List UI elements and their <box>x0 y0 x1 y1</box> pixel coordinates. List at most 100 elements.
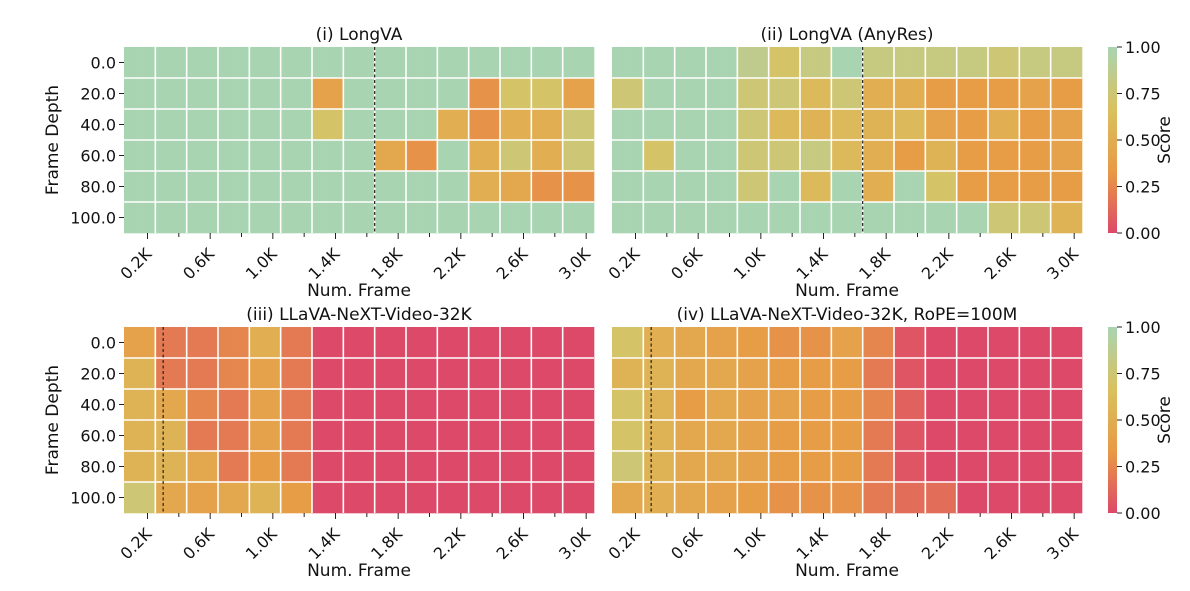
heatmap-cell <box>956 327 973 359</box>
colorbar-label: Score <box>1155 116 1175 164</box>
heatmap-cell <box>312 171 328 203</box>
heatmap-cell <box>1035 327 1051 359</box>
heatmap-cell <box>265 171 281 203</box>
heatmap-cell <box>847 78 863 110</box>
heatmap-cell <box>406 327 422 359</box>
heatmap-cell <box>1019 358 1036 390</box>
heatmap-cell <box>1050 482 1067 514</box>
heatmap-cell <box>171 78 187 110</box>
heatmap-cell <box>925 202 942 234</box>
heatmap-cell <box>1050 420 1067 452</box>
heatmap-cell <box>484 358 501 390</box>
heatmap-cell <box>437 451 454 483</box>
heatmap-cell <box>186 109 203 141</box>
heatmap-cell <box>562 140 579 172</box>
heatmap-cell <box>406 482 422 514</box>
heatmap-cell <box>453 109 469 141</box>
heatmap-cell <box>437 358 454 390</box>
colorbar-gradient <box>1108 47 1117 233</box>
x-tick-label: 1.8K <box>367 244 406 283</box>
heatmap-cell <box>186 389 203 421</box>
heatmap-cell <box>139 420 156 452</box>
heatmap-cell <box>972 451 989 483</box>
heatmap-cell <box>186 482 203 514</box>
heatmap-cell <box>909 327 926 359</box>
heatmap-cell <box>612 451 628 483</box>
heatmap-cell <box>706 78 722 110</box>
heatmap-cell <box>547 47 563 79</box>
heatmap-cell <box>674 389 691 421</box>
heatmap-cell <box>421 171 438 203</box>
heatmap-cell <box>343 202 360 234</box>
heatmap-cell <box>531 482 548 514</box>
x-tick-label: 1.0K <box>730 244 769 283</box>
y-tick-label: 80.0 <box>80 458 116 477</box>
heatmap-cell <box>737 171 754 203</box>
heatmap-cell <box>171 109 187 141</box>
heatmap-cell <box>659 389 675 421</box>
heatmap-cell <box>972 47 989 79</box>
heatmap-cell <box>249 109 266 141</box>
heatmap-cell <box>484 420 501 452</box>
heatmap-cell <box>233 451 250 483</box>
heatmap-cell <box>690 109 707 141</box>
heatmap-cell <box>296 47 313 79</box>
heatmap-cell <box>988 202 1004 234</box>
heatmap-cell <box>515 78 532 110</box>
heatmap-cell <box>784 327 801 359</box>
heatmap-cell <box>359 171 375 203</box>
heatmap-cell <box>909 420 926 452</box>
heatmap-cell <box>721 358 738 390</box>
heatmap-cell <box>421 482 438 514</box>
heatmap-cell <box>659 140 675 172</box>
heatmap-cell <box>768 171 785 203</box>
y-tick-label: 20.0 <box>80 365 116 384</box>
heatmap-cell <box>690 171 707 203</box>
heatmap-cell <box>706 451 722 483</box>
heatmap-cell <box>124 420 140 452</box>
heatmap-cell <box>1035 78 1051 110</box>
heatmap-cell <box>831 140 848 172</box>
heatmap-cell <box>562 327 579 359</box>
heatmap-cell <box>847 327 863 359</box>
heatmap-cell <box>972 140 989 172</box>
heatmap-cell <box>500 358 516 390</box>
heatmap-cell <box>1050 451 1067 483</box>
heatmap-cell <box>1035 171 1051 203</box>
heatmap-cell <box>925 482 942 514</box>
heatmap-cell <box>312 78 328 110</box>
heatmap-cell <box>437 327 454 359</box>
heatmap-cell <box>800 389 816 421</box>
heatmap-cell <box>343 171 360 203</box>
heatmap-cell <box>265 47 281 79</box>
heatmap-cell <box>139 109 156 141</box>
heatmap-cell <box>186 451 203 483</box>
heatmap-cell <box>800 140 816 172</box>
heatmap-cell <box>406 420 422 452</box>
heatmap-cell <box>1066 109 1083 141</box>
heatmap-cell <box>690 327 707 359</box>
heatmap-cell <box>484 451 501 483</box>
heatmap-cell <box>421 420 438 452</box>
heatmap-cell <box>1050 327 1067 359</box>
heatmap-cell <box>768 327 785 359</box>
heatmap-cell <box>374 358 391 390</box>
heatmap-cell <box>515 389 532 421</box>
heatmap-cell <box>359 327 375 359</box>
heatmap-cell <box>1066 451 1083 483</box>
heatmap-cell <box>124 202 140 234</box>
heatmap-cell <box>956 482 973 514</box>
heatmap-cell <box>171 171 187 203</box>
heatmap-panel: (ii) LongVA (AnyRes) 0.2K 0.6K 1.0K 1.4K 1.8K… <box>604 25 1082 301</box>
heatmap-cell <box>390 451 407 483</box>
heatmap-cell <box>988 482 1004 514</box>
heatmap-cell <box>515 171 532 203</box>
heatmap-cell <box>578 389 595 421</box>
heatmap-cell <box>500 47 516 79</box>
heatmap-cell <box>674 358 691 390</box>
heatmap-cell <box>627 451 644 483</box>
heatmap-cell <box>327 451 344 483</box>
x-tick-label: 0.2K <box>116 244 155 283</box>
x-tick-label: 1.0K <box>730 524 769 563</box>
heatmap-cell <box>878 482 895 514</box>
